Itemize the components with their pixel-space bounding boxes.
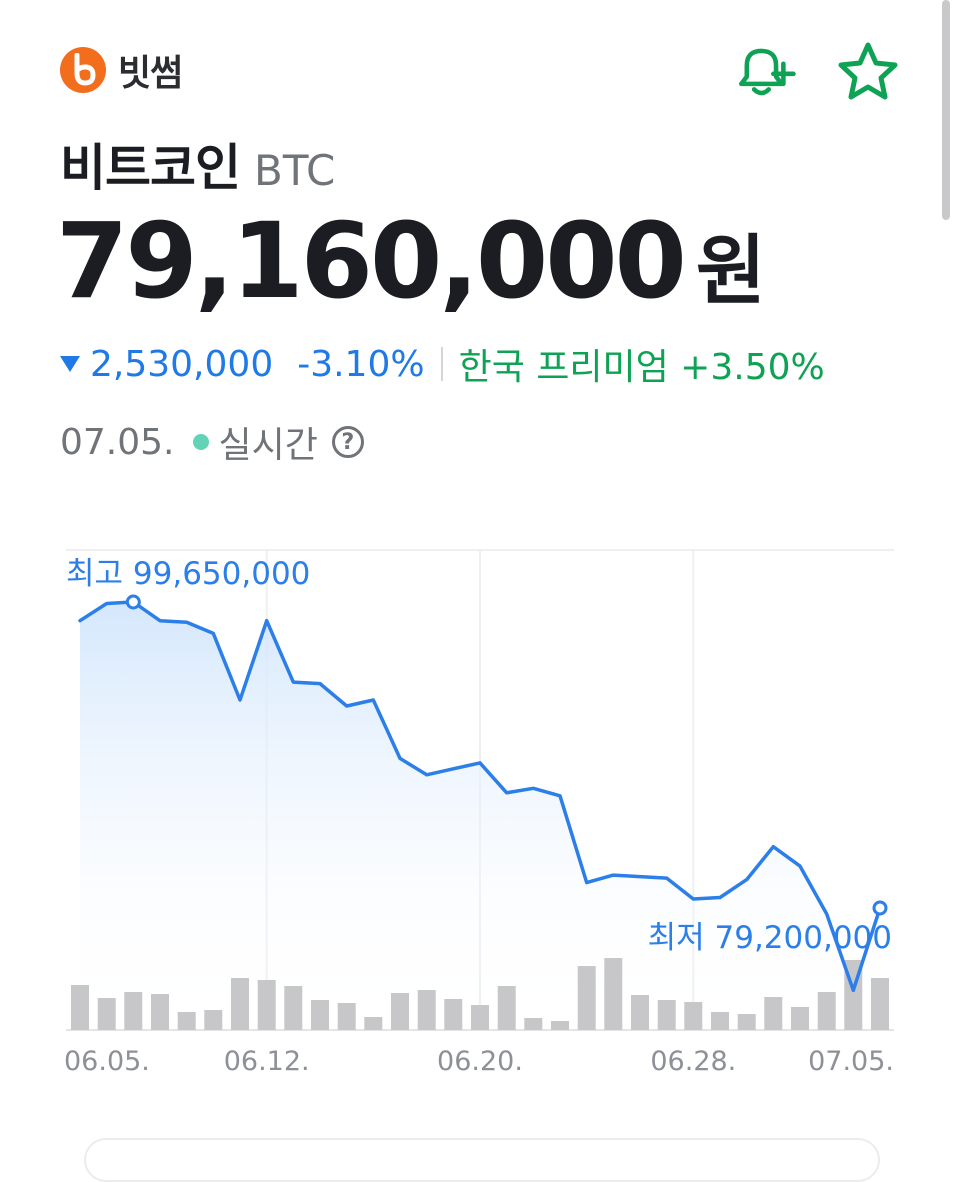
- x-tick-label: 07.05.: [808, 1046, 894, 1077]
- brand-name: 빗썸: [118, 53, 183, 94]
- max-label: 최고 99,650,000: [66, 556, 310, 592]
- change-amount: 2,530,000: [90, 343, 274, 385]
- live-dot-icon: [192, 434, 209, 450]
- volume-bar: [684, 1002, 703, 1030]
- price-unit: 원: [695, 226, 766, 315]
- volume-bar: [524, 1018, 543, 1030]
- volume-bar: [604, 958, 623, 1030]
- volume-bar: [284, 986, 303, 1030]
- volume-bar: [151, 994, 169, 1030]
- help-icon[interactable]: ?: [331, 426, 364, 458]
- x-tick-label: 06.28.: [650, 1046, 736, 1077]
- alert-add-button[interactable]: [734, 40, 798, 104]
- volume-bar: [764, 997, 783, 1030]
- scrollbar[interactable]: [942, 0, 950, 220]
- volume-bar: [124, 992, 143, 1030]
- change-percent: -3.10%: [297, 343, 425, 385]
- bithumb-logo-icon: [60, 47, 106, 93]
- favorite-button[interactable]: [836, 40, 900, 104]
- coin-symbol: BTC: [254, 146, 336, 195]
- x-tick-label: 06.12.: [224, 1046, 310, 1077]
- volume-bar: [444, 999, 463, 1030]
- max-point: [125, 594, 141, 610]
- volume-bar: [657, 1000, 676, 1030]
- volume-bar: [737, 1014, 756, 1030]
- coin-title: 비트코인 BTC: [60, 128, 335, 200]
- header: 빗썸: [60, 40, 900, 100]
- bottom-card: [84, 1138, 880, 1182]
- volume-bar: [311, 1000, 329, 1030]
- volume-bar: [97, 998, 116, 1030]
- price-meta: 07.05. 실시간 ?: [60, 416, 364, 468]
- coin-name: 비트코인: [60, 139, 241, 197]
- volume-bar: [417, 990, 436, 1030]
- price-chart[interactable]: 최고 99,650,000 최저 79,200,000 06.05. 06.12. 0…: [0, 520, 960, 1080]
- volume-bar: [577, 966, 596, 1030]
- down-triangle-icon: [60, 356, 80, 372]
- price-change: 2,530,000 -3.10% 한국 프리미엄 +3.50%: [60, 338, 825, 390]
- divider: [440, 347, 443, 381]
- star-icon: [838, 42, 898, 100]
- volume-bar: [711, 1012, 729, 1030]
- price-area: [80, 602, 880, 1030]
- current-price: 79,160,000 원: [56, 200, 766, 322]
- x-tick-label: 06.20.: [437, 1046, 523, 1077]
- price-date: 07.05.: [60, 421, 175, 463]
- min-label: 최저 79,200,000: [648, 920, 892, 956]
- volume-bar: [231, 978, 249, 1030]
- volume-bar: [551, 1021, 569, 1030]
- volume-bar: [791, 1007, 809, 1030]
- bell-plus-icon: [739, 48, 796, 96]
- volume-bar: [204, 1010, 223, 1030]
- brand: 빗썸: [60, 44, 183, 96]
- volume-bar: [337, 1003, 356, 1030]
- volume-bar: [631, 995, 649, 1030]
- x-tick-label: 06.05.: [64, 1046, 150, 1077]
- korea-premium[interactable]: 한국 프리미엄 +3.50%: [458, 347, 825, 388]
- volume-bar: [391, 993, 409, 1030]
- volume-bar: [364, 1017, 383, 1030]
- volume-bar: [497, 986, 516, 1030]
- volume-bar: [257, 980, 276, 1030]
- volume-bar: [471, 1005, 489, 1030]
- realtime-label: 실시간: [218, 425, 318, 466]
- min-point: [872, 900, 888, 916]
- price-value: 79,160,000: [56, 200, 687, 322]
- volume-bar: [871, 978, 889, 1030]
- volume-bar: [177, 1012, 196, 1030]
- price-line: [78, 600, 882, 993]
- volume-bar: [71, 985, 89, 1030]
- volume-bar: [817, 992, 836, 1030]
